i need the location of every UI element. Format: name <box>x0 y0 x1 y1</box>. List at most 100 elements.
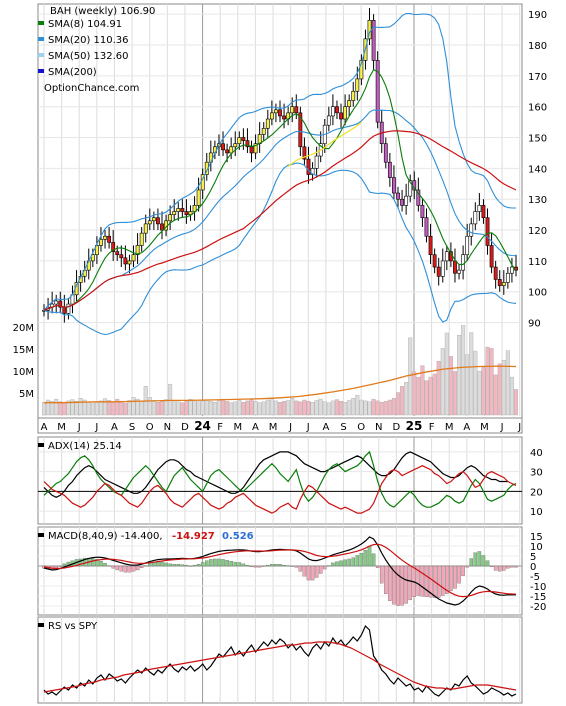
adx-tick-label: 30 <box>530 468 543 479</box>
macd-histogram-bar <box>420 565 425 597</box>
rs-panel <box>43 624 517 697</box>
candle-body <box>192 205 197 212</box>
macd-histogram-bar <box>294 565 299 568</box>
x-tick-label: A <box>111 422 118 433</box>
candle-body <box>107 235 112 243</box>
volume-bar <box>400 386 405 416</box>
volume-bar <box>420 365 425 416</box>
candle-body <box>420 205 425 219</box>
macd-histogram-bar <box>436 565 441 598</box>
candle-body <box>111 242 116 252</box>
watermark: OptionChance.com <box>44 83 139 94</box>
volume-bar <box>314 400 319 416</box>
volume-bar <box>74 401 79 416</box>
macd-histogram-bar <box>318 565 323 574</box>
volume-bar <box>131 397 136 416</box>
volume-bar <box>155 402 160 416</box>
volume-bar <box>302 399 307 416</box>
macd-histogram-bar <box>225 560 229 567</box>
volume-bar <box>135 398 140 416</box>
macd-histogram-bar <box>82 557 87 567</box>
candle-body <box>54 300 59 305</box>
candle-body <box>229 146 234 154</box>
volume-bar <box>54 398 59 416</box>
volume-bar <box>216 400 221 416</box>
macd-tick-label: -15 <box>530 592 546 603</box>
candle-body <box>489 245 494 268</box>
macd-histogram-bar <box>253 565 258 568</box>
sma50-legend-swatch <box>38 53 44 57</box>
volume-bar <box>339 401 344 416</box>
price-tick-label: 130 <box>528 195 547 206</box>
volume-bar <box>237 400 242 416</box>
macd-histogram-bar <box>355 555 360 567</box>
volume-ma-line <box>44 365 517 404</box>
volume-bar <box>265 399 270 416</box>
volume-bar <box>86 401 91 416</box>
panel-frame-0 <box>37 3 523 434</box>
volume-bar <box>343 402 348 416</box>
x-tick-label: O <box>146 422 154 433</box>
candle-body <box>62 306 67 314</box>
volume-bar <box>465 354 470 416</box>
adx-swatch <box>38 443 44 447</box>
x-tick-label: J <box>288 422 292 433</box>
price-tick-label: 90 <box>528 319 541 330</box>
x-tick-label: J <box>77 422 81 433</box>
volume-bar <box>424 380 429 416</box>
macd-histogram-bar <box>314 565 319 578</box>
volume-bar <box>46 399 51 416</box>
sma200-legend-swatch <box>38 69 44 73</box>
volume-bar <box>98 400 103 416</box>
volume-bar <box>514 389 519 416</box>
macd-tick-label: 15 <box>530 532 543 543</box>
volume-bar <box>245 400 250 416</box>
macd-histogram-bar <box>270 564 274 567</box>
volume-bar <box>461 325 466 416</box>
x-tick-label: S <box>129 422 135 433</box>
macd-signal-line <box>43 543 517 598</box>
macd-histogram-bar <box>221 559 225 567</box>
price-tick-label: 160 <box>528 103 547 114</box>
volume-bar <box>204 399 209 416</box>
macd-title: MACD(8,40,9) -14.400, <box>48 531 163 542</box>
volume-bar <box>509 376 514 416</box>
macd-histogram-bar <box>172 564 176 567</box>
volume-bar <box>412 371 417 416</box>
chart-title: BAH (weekly) 106.90 <box>50 6 155 17</box>
volume-bar <box>416 376 421 416</box>
volume-bar <box>367 401 372 416</box>
volume-panel <box>42 325 519 416</box>
macd-histogram-bar <box>489 565 494 568</box>
volume-bar <box>58 401 63 416</box>
macd-histogram-bar <box>400 565 404 606</box>
volume-tick-label: 20M <box>13 323 34 334</box>
adx-tick-label: 20 <box>530 487 543 498</box>
macd-histogram-bar <box>343 559 347 567</box>
macd-histogram-bar <box>99 561 103 567</box>
volume-bar <box>493 374 498 416</box>
x-tick-label: A <box>41 422 48 433</box>
macd-histogram-bar <box>245 564 250 567</box>
macd-histogram-bar <box>416 565 421 596</box>
macd-histogram-bar <box>95 559 99 567</box>
x-tick-label: D <box>181 422 189 433</box>
candle-body <box>444 251 449 262</box>
macd-histogram-bar <box>119 565 124 572</box>
candle-body <box>233 143 238 148</box>
candle-body <box>440 260 445 277</box>
volume-bar <box>94 402 99 416</box>
candle-body <box>261 127 266 135</box>
macd-panel <box>42 536 518 606</box>
candle-body <box>221 143 225 151</box>
candle-body <box>225 149 230 154</box>
candle-body <box>196 189 201 206</box>
candle-body <box>424 217 429 237</box>
candle-body <box>127 260 132 265</box>
adx-tick-label: 10 <box>530 507 543 518</box>
x-tick-label: O <box>357 422 365 433</box>
macd-histogram-bar <box>384 565 388 594</box>
macd-histogram-bar <box>323 565 327 570</box>
volume-bar <box>318 398 323 416</box>
macd-histogram-bar <box>286 565 290 567</box>
